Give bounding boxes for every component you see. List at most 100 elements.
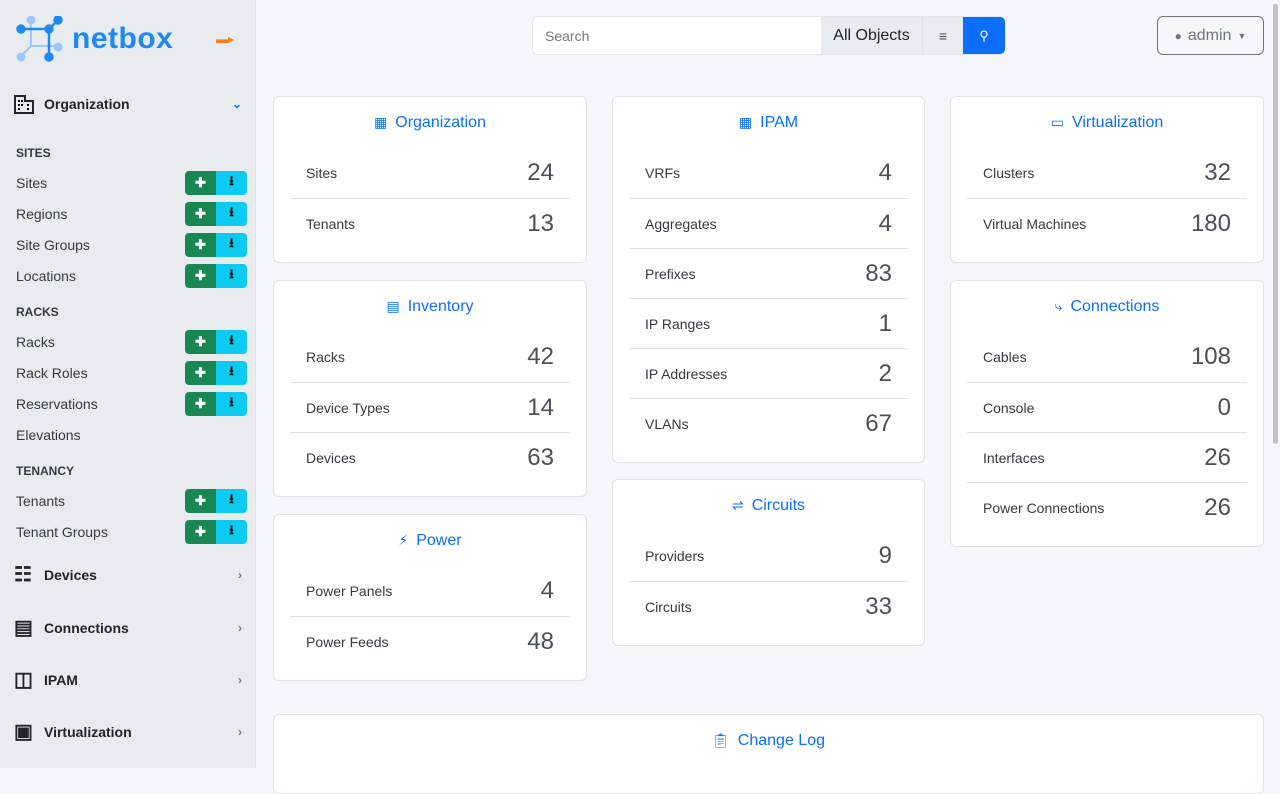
section-heading: TENANCY <box>16 464 75 478</box>
card-header[interactable]: 📋︎ Change Log <box>290 715 1247 766</box>
stat-count: 33 <box>865 592 892 620</box>
stat-row[interactable]: Circuits 33 <box>629 581 908 631</box>
card-organization: ▦ Organization Sites 24 Tenants 13 <box>273 96 587 263</box>
card-header[interactable]: ▦ Organization <box>290 97 570 148</box>
add-button[interactable]: ✚ <box>185 392 216 416</box>
user-menu-button[interactable]: ● admin ▼ <box>1157 16 1264 55</box>
stat-row[interactable]: Device Types 14 <box>290 382 570 432</box>
import-button[interactable]: ⭳ <box>216 264 247 288</box>
stat-label: Power Feeds <box>306 633 389 650</box>
section-heading: RACKS <box>16 305 59 319</box>
import-button[interactable]: ⭳ <box>216 171 247 195</box>
card-power: ⚡︎ Power Power Panels 4 Power Feeds 48 <box>273 514 587 681</box>
import-button[interactable]: ⭳ <box>216 489 247 513</box>
stat-label: Tenants <box>306 215 356 232</box>
card-header[interactable]: ▭ Virtualization <box>967 97 1247 148</box>
import-button[interactable]: ⭳ <box>216 392 247 416</box>
import-button[interactable]: ⭳ <box>216 202 247 226</box>
stat-row[interactable]: Sites 24 <box>290 148 570 198</box>
stat-row[interactable]: Power Connections 26 <box>967 482 1247 532</box>
sidebar-item[interactable]: Sites ✚ ⭳ <box>16 171 247 195</box>
chevron-right-icon: › <box>238 621 242 635</box>
stat-row[interactable]: VRFs 4 <box>629 148 908 198</box>
import-button[interactable]: ⭳ <box>216 520 247 544</box>
stat-row[interactable]: IP Addresses 2 <box>629 348 908 398</box>
stat-row[interactable]: Racks 42 <box>290 332 570 382</box>
card-header[interactable]: ⇌ Circuits <box>629 480 908 531</box>
sidebar-item[interactable]: Tenant Groups ✚ ⭳ <box>16 520 247 544</box>
menu-icon: ☷ <box>14 564 32 586</box>
nav-menu[interactable]: ▣ Virtualization › <box>14 722 242 742</box>
stat-row[interactable]: Console 0 <box>967 382 1247 432</box>
search-input[interactable] <box>533 17 821 54</box>
card-header[interactable]: ▤ Inventory <box>290 281 570 332</box>
stat-row[interactable]: Tenants 13 <box>290 198 570 248</box>
sidebar-item[interactable]: Elevations <box>16 423 247 447</box>
stat-label: Interfaces <box>983 449 1045 466</box>
filter-icon[interactable]: ≡ <box>923 17 963 54</box>
stat-row[interactable]: Interfaces 26 <box>967 432 1247 482</box>
add-button[interactable]: ✚ <box>185 171 216 195</box>
search-button[interactable]: ⚲ <box>963 17 1005 54</box>
section-heading: SITES <box>16 146 51 160</box>
stat-row[interactable]: Power Panels 4 <box>290 566 570 616</box>
stat-row[interactable]: Devices 63 <box>290 432 570 482</box>
card-header[interactable]: ▦ IPAM <box>629 97 908 148</box>
import-button[interactable]: ⭳ <box>216 361 247 385</box>
stat-row[interactable]: Power Feeds 48 <box>290 616 570 666</box>
sidebar-item[interactable]: Reservations ✚ ⭳ <box>16 392 247 416</box>
stat-count: 63 <box>527 443 554 471</box>
netbox-logo[interactable]: netbox <box>16 16 173 62</box>
stat-row[interactable]: Providers 9 <box>629 531 908 581</box>
sidebar-item[interactable]: Tenants ✚ ⭳ <box>16 489 247 513</box>
stat-count: 67 <box>865 409 892 437</box>
stat-count: 4 <box>878 209 892 237</box>
sidebar-item-label: Elevations <box>16 427 81 443</box>
counter-icon: ▦ <box>738 114 753 130</box>
sidebar-item[interactable]: Regions ✚ ⭳ <box>16 202 247 226</box>
sidebar-item[interactable]: Racks ✚ ⭳ <box>16 330 247 354</box>
stat-label: VRFs <box>645 165 680 181</box>
pin-icon[interactable]: ▬▸ <box>216 32 235 46</box>
sidebar-item[interactable]: Locations ✚ ⭳ <box>16 264 247 288</box>
add-button[interactable]: ✚ <box>185 489 216 513</box>
sidebar-item-label: Racks <box>16 334 55 350</box>
sidebar-item[interactable]: Rack Roles ✚ ⭳ <box>16 361 247 385</box>
stat-label: Circuits <box>645 598 692 615</box>
chevron-right-icon: › <box>238 673 242 687</box>
card-header[interactable]: ⚡︎ Power <box>290 515 570 566</box>
stat-label: Aggregates <box>645 215 717 232</box>
add-button[interactable]: ✚ <box>185 361 216 385</box>
menu-icon: ▣ <box>14 721 33 743</box>
stat-row[interactable]: VLANs 67 <box>629 398 908 448</box>
stat-count: 26 <box>1204 443 1231 471</box>
nav-menu[interactable]: ▤ Connections › <box>14 618 242 638</box>
nav-menu-label: Virtualization <box>44 724 132 740</box>
search-scope-select[interactable]: All Objects <box>821 17 923 54</box>
sidebar-item[interactable]: Site Groups ✚ ⭳ <box>16 233 247 257</box>
add-button[interactable]: ✚ <box>185 330 216 354</box>
add-button[interactable]: ✚ <box>185 202 216 226</box>
scrollbar[interactable] <box>1273 4 1278 444</box>
import-button[interactable]: ⭳ <box>216 233 247 257</box>
stat-row[interactable]: Prefixes 83 <box>629 248 908 298</box>
transit-icon: ⇌ <box>731 497 744 513</box>
stat-row[interactable]: IP Ranges 1 <box>629 298 908 348</box>
nav-menu[interactable]: ☷ Devices › <box>14 565 242 585</box>
user-icon: ● <box>1174 28 1182 43</box>
stat-count: 48 <box>527 627 554 655</box>
nav-menu-label: Devices <box>44 567 97 583</box>
stat-row[interactable]: Cables 108 <box>967 332 1247 382</box>
nav-menu[interactable]: ◫ IPAM › <box>14 670 242 690</box>
chevron-right-icon: › <box>238 568 242 582</box>
add-button[interactable]: ✚ <box>185 520 216 544</box>
import-button[interactable]: ⭳ <box>216 330 247 354</box>
nav-organization[interactable]: Organization ⌄ <box>14 94 242 114</box>
stat-count: 108 <box>1190 343 1231 370</box>
stat-row[interactable]: Aggregates 4 <box>629 198 908 248</box>
stat-row[interactable]: Clusters 32 <box>967 148 1247 198</box>
add-button[interactable]: ✚ <box>185 233 216 257</box>
add-button[interactable]: ✚ <box>185 264 216 288</box>
card-header[interactable]: ⤷ Connections <box>967 281 1247 332</box>
stat-row[interactable]: Virtual Machines 180 <box>967 198 1247 248</box>
